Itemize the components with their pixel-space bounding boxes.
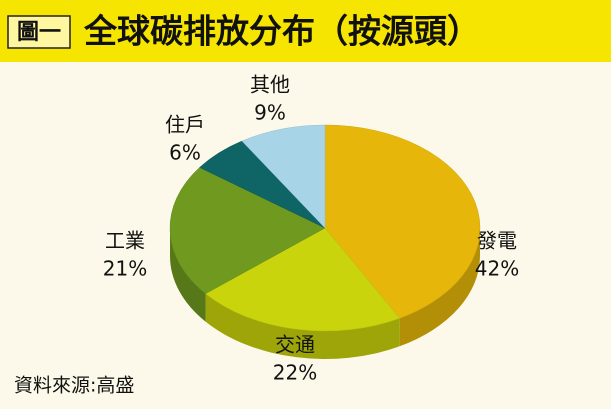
slice-label: 發電 [477,229,517,253]
slice-side [205,293,400,359]
value-label: 6% [169,141,201,165]
slice [241,124,326,229]
slice [205,227,401,332]
chart-title: 全球碳排放分布（按源頭） [83,12,480,51]
figure-label: 圖一 [17,20,61,45]
slice-label: 交通 [275,333,315,357]
slice-label: 工業 [105,229,145,253]
figure-label-box [7,15,71,49]
slice-side [170,228,206,322]
slice [169,167,326,294]
value-label: 21% [103,257,147,281]
slice-label: 其他 [250,73,290,97]
slice-label: 住戶 [165,113,205,137]
slice-side [399,228,480,347]
value-label: 9% [254,101,286,125]
value-label: 42% [475,257,519,281]
title-band [0,0,611,62]
slice [324,124,481,319]
value-label: 22% [273,361,317,385]
source: 資料來源:高盛 [14,375,134,397]
